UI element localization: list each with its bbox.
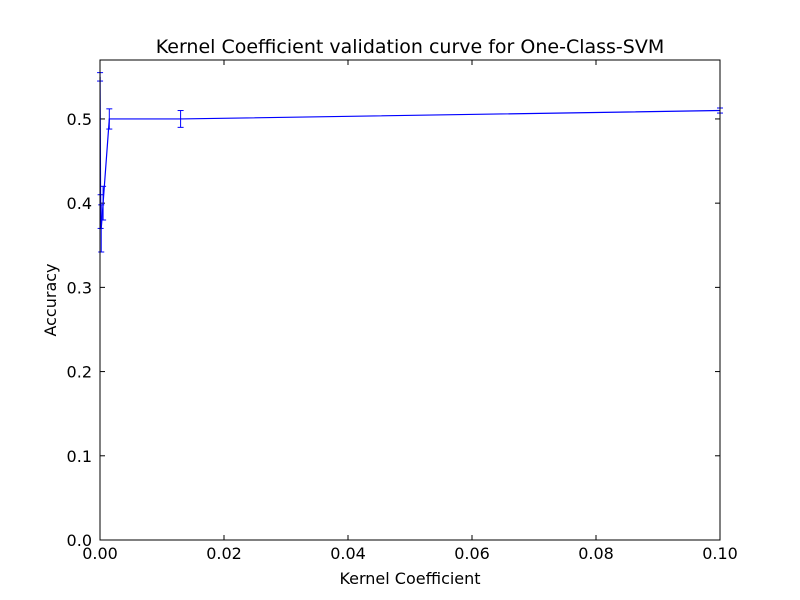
error-bar: [100, 185, 107, 221]
x-axis-ticks: 0.00 0.02 0.04 0.06 0.08 0.10: [82, 60, 738, 563]
plot-area: [100, 60, 720, 540]
chart-title: Kernel Coefficient validation curve for …: [156, 36, 664, 58]
y-tick-label: 0.2: [67, 363, 92, 382]
y-axis-title: Accuracy: [41, 263, 60, 336]
error-bar: [106, 108, 113, 130]
x-tick-label: 0.04: [330, 544, 366, 563]
y-tick-label: 0.3: [67, 278, 92, 297]
x-tick-label: 0.08: [578, 544, 614, 563]
error-bar: [177, 110, 184, 128]
x-tick-label: 0.00: [82, 544, 118, 563]
y-tick-label: 0.4: [67, 194, 92, 213]
x-tick-label: 0.02: [206, 544, 242, 563]
y-tick-label: 0.5: [67, 110, 92, 129]
y-axis-ticks: 0.0 0.1 0.2 0.3 0.4 0.5: [67, 110, 720, 550]
plot-frame: [99, 59, 721, 541]
x-axis-title: Kernel Coefficient: [339, 569, 480, 588]
x-tick-label: 0.10: [702, 544, 738, 563]
y-tick-label: 0.1: [67, 447, 92, 466]
x-tick-label: 0.06: [454, 544, 490, 563]
y-tick-label: 0.0: [67, 531, 92, 550]
